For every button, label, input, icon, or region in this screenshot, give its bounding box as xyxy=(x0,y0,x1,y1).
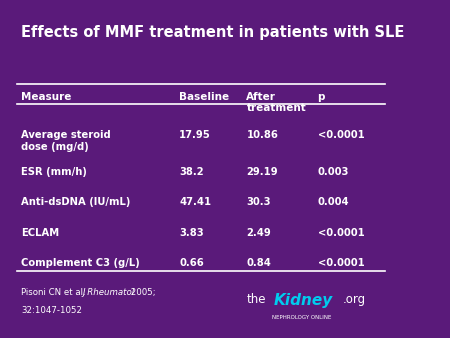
Text: 30.3: 30.3 xyxy=(247,197,271,208)
Text: 10.86: 10.86 xyxy=(247,130,278,141)
Text: After
treatment: After treatment xyxy=(247,92,306,114)
Text: 29.19: 29.19 xyxy=(247,167,278,177)
Text: 38.2: 38.2 xyxy=(179,167,204,177)
Text: NEPHROLOGY ONLINE: NEPHROLOGY ONLINE xyxy=(272,315,332,320)
Text: Baseline: Baseline xyxy=(179,92,230,102)
Text: <0.0001: <0.0001 xyxy=(318,258,364,268)
Text: Kidney: Kidney xyxy=(273,293,333,308)
Text: <0.0001: <0.0001 xyxy=(318,228,364,238)
Text: Average steroid
dose (mg/d): Average steroid dose (mg/d) xyxy=(21,130,111,152)
Text: 2.49: 2.49 xyxy=(247,228,271,238)
Text: 0.004: 0.004 xyxy=(318,197,349,208)
Text: <0.0001: <0.0001 xyxy=(318,130,364,141)
Text: Measure: Measure xyxy=(21,92,72,102)
Text: 0.84: 0.84 xyxy=(247,258,271,268)
Text: 3.83: 3.83 xyxy=(179,228,204,238)
Text: Complement C3 (g/L): Complement C3 (g/L) xyxy=(21,258,140,268)
Text: 2005;: 2005; xyxy=(128,288,155,297)
Text: 32:1047-1052: 32:1047-1052 xyxy=(21,307,82,315)
Text: 0.66: 0.66 xyxy=(179,258,204,268)
Text: Anti-dsDNA (IU/mL): Anti-dsDNA (IU/mL) xyxy=(21,197,130,208)
Text: ECLAM: ECLAM xyxy=(21,228,59,238)
Text: J Rheumatol: J Rheumatol xyxy=(82,288,135,297)
Text: .org: .org xyxy=(342,293,365,306)
Text: the: the xyxy=(247,293,266,306)
Text: ESR (mm/h): ESR (mm/h) xyxy=(21,167,87,177)
Text: 17.95: 17.95 xyxy=(179,130,211,141)
Text: p: p xyxy=(318,92,325,102)
Text: 47.41: 47.41 xyxy=(179,197,212,208)
Text: 0.003: 0.003 xyxy=(318,167,349,177)
Text: Pisoni CN et al.: Pisoni CN et al. xyxy=(21,288,89,297)
Text: Effects of MMF treatment in patients with SLE: Effects of MMF treatment in patients wit… xyxy=(21,25,405,40)
